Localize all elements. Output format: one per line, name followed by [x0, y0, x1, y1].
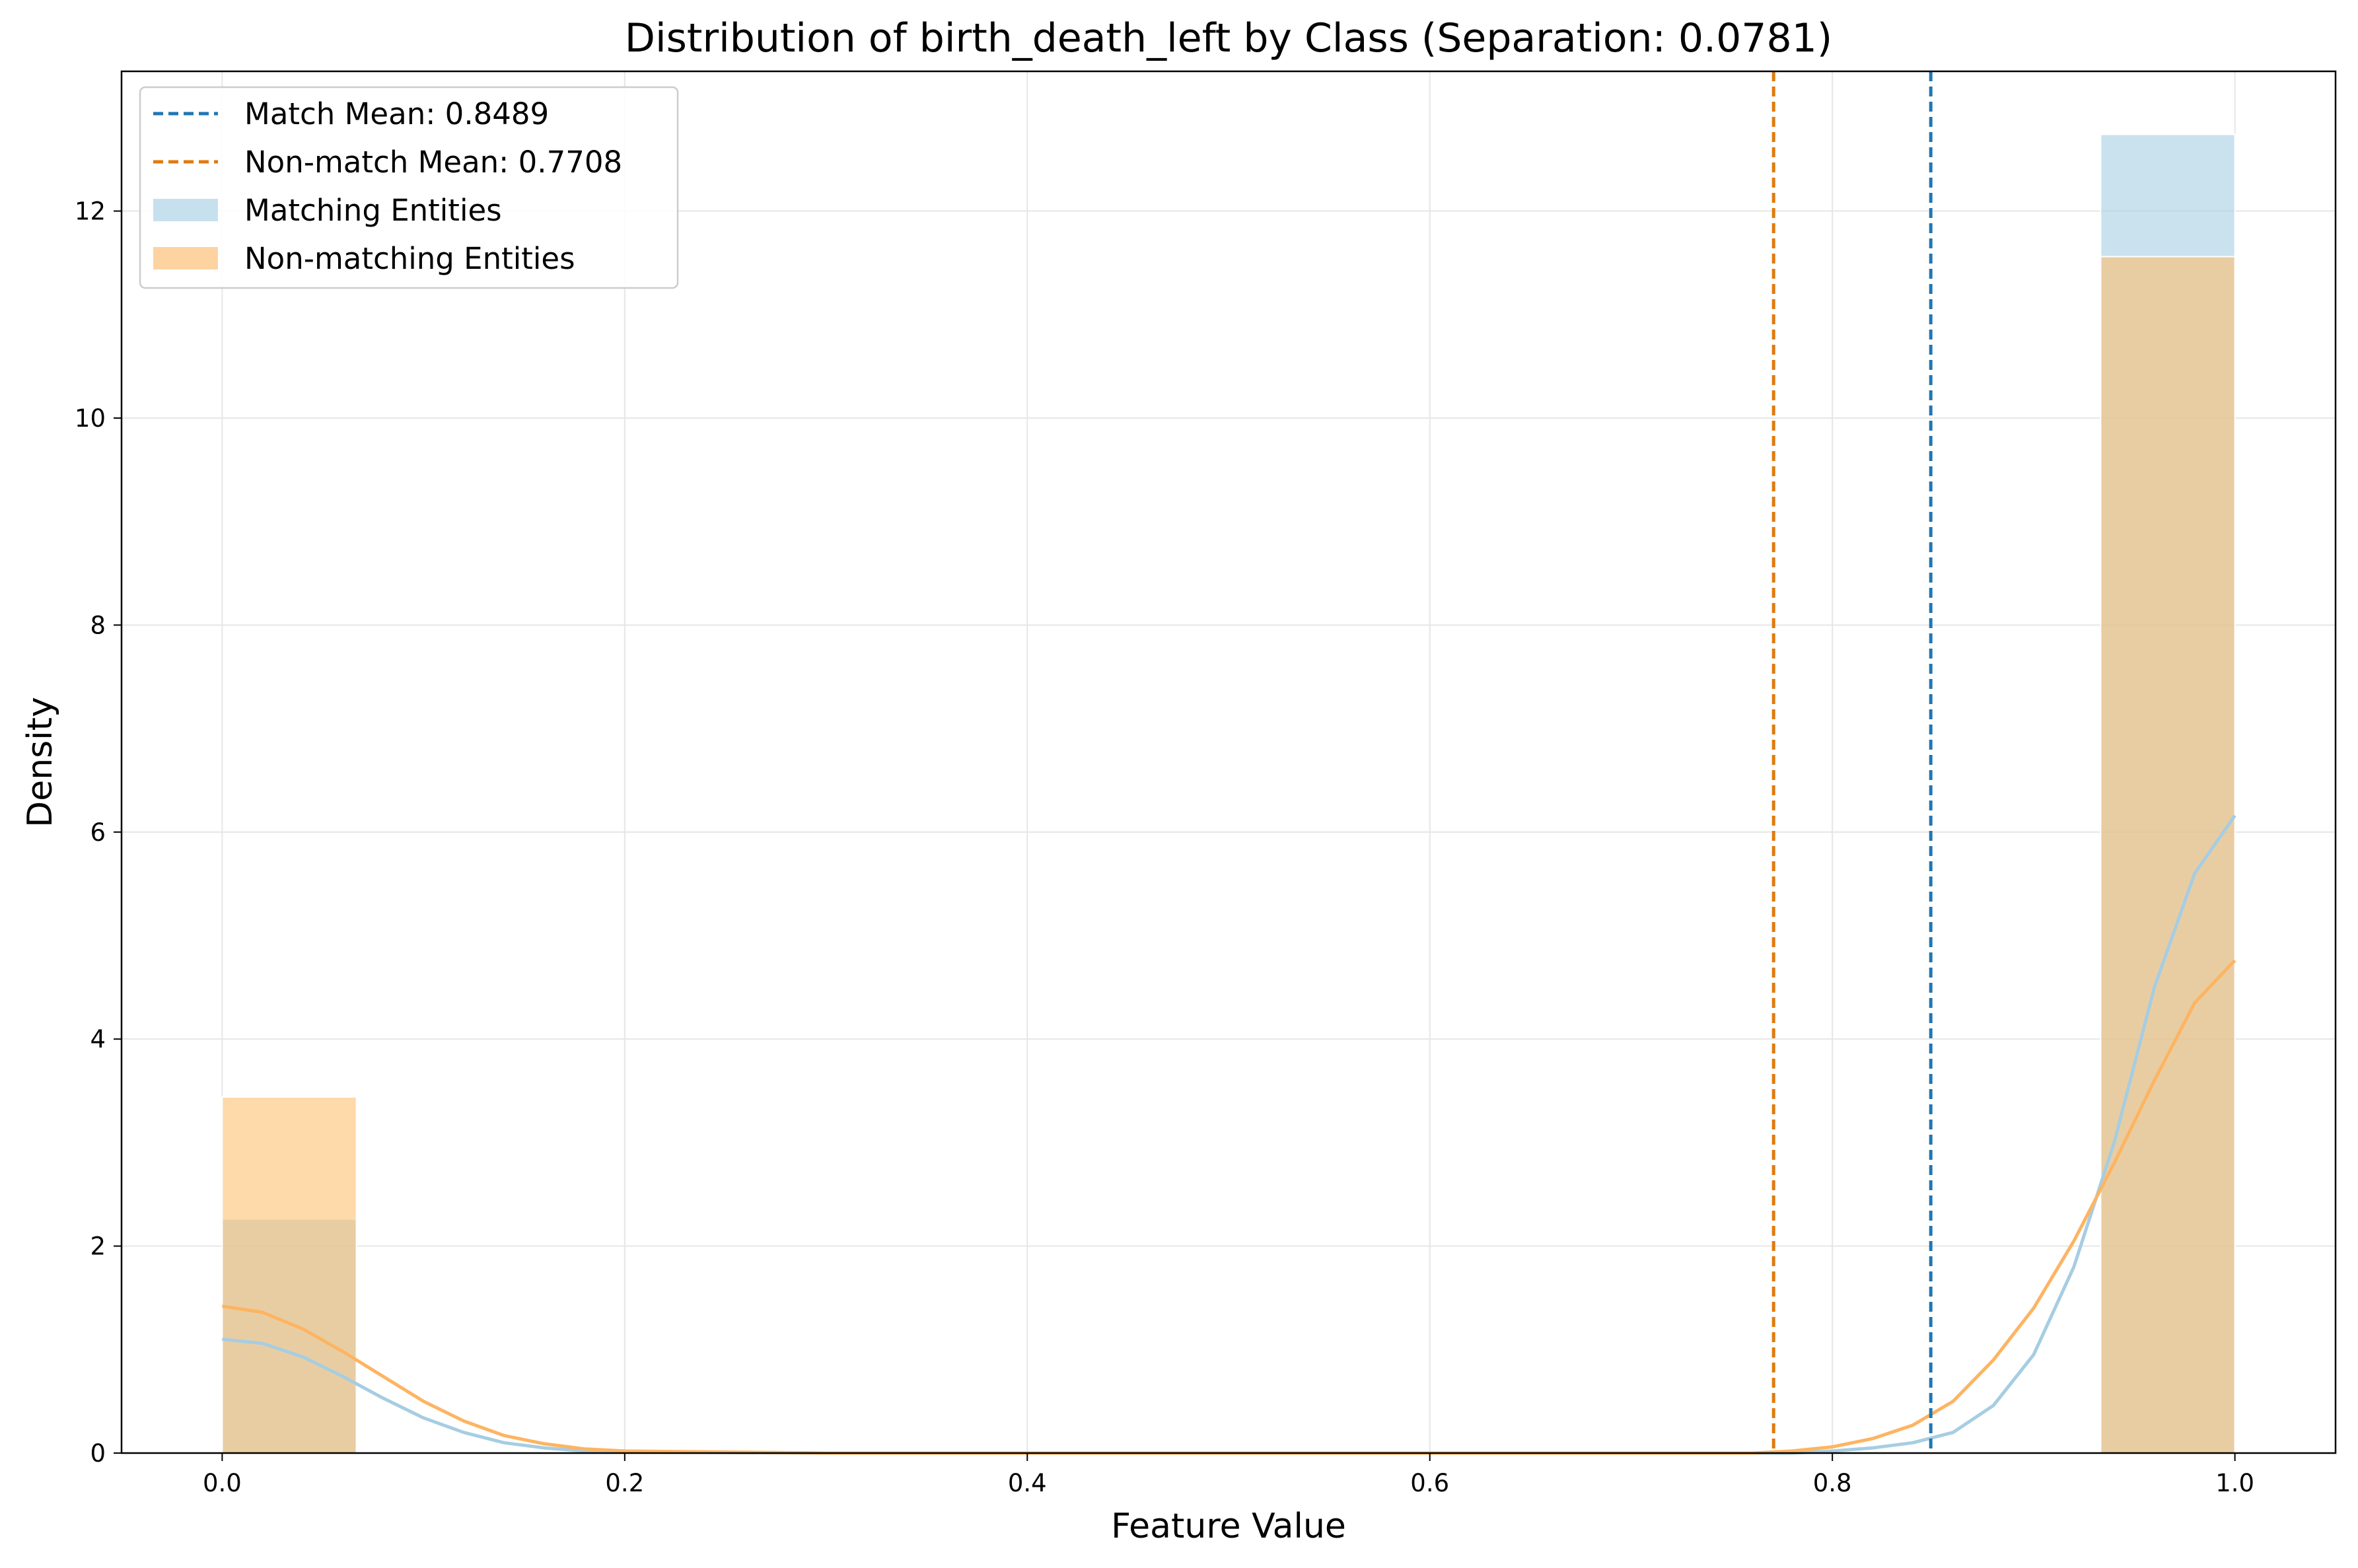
legend-label: Match Mean: 0.8489 — [244, 96, 549, 131]
legend-label: Non-match Mean: 0.7708 — [244, 145, 622, 180]
x-tick-label: 0.4 — [1008, 1469, 1047, 1497]
legend-patch-marker — [153, 247, 218, 269]
axis-ticks: 0.0 0.2 0.4 0.6 0.8 1.0 0 2 4 6 8 10 12 — [75, 197, 2254, 1497]
y-tick-label: 12 — [75, 197, 106, 226]
y-tick-label: 10 — [75, 404, 106, 433]
histogram-bar — [2100, 256, 2236, 1454]
legend-label: Matching Entities — [244, 193, 502, 228]
y-tick-label: 8 — [90, 611, 106, 639]
mean-lines — [1771, 71, 1933, 1453]
legend-box — [139, 86, 679, 289]
y-tick-label: 2 — [90, 1232, 106, 1261]
legend-label: Non-matching Entities — [244, 241, 575, 276]
x-tick-label: 0.8 — [1813, 1469, 1852, 1497]
y-tick-label: 6 — [90, 818, 106, 847]
plot-frame — [120, 70, 2337, 1454]
x-axis-label: Feature Value — [1111, 1507, 1346, 1546]
histogram-bar — [221, 1096, 357, 1454]
y-tick-label: 0 — [90, 1439, 106, 1468]
y-axis-label: Density — [20, 697, 60, 828]
y-tick-label: 4 — [90, 1025, 106, 1053]
x-tick-label: 0.6 — [1410, 1469, 1449, 1497]
histogram-bars — [221, 133, 2236, 1454]
legend: Match Mean: 0.8489 Non-match Mean: 0.7708… — [139, 86, 679, 289]
x-tick-label: 1.0 — [2215, 1469, 2254, 1497]
x-tick-label: 0.2 — [605, 1469, 644, 1497]
legend-patch-marker — [153, 199, 218, 221]
chart-title: Distribution of birth_death_left by Clas… — [625, 15, 1832, 61]
grid-lines — [122, 71, 2336, 1454]
x-tick-label: 0.0 — [203, 1469, 242, 1497]
